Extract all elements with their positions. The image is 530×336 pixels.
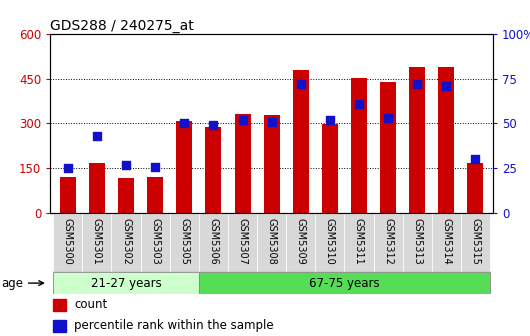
Text: GSM5302: GSM5302 — [121, 218, 131, 265]
Text: GSM5313: GSM5313 — [412, 218, 422, 265]
Text: age: age — [1, 277, 43, 290]
Bar — [53, 320, 66, 332]
Bar — [374, 213, 403, 272]
Bar — [53, 299, 66, 311]
Text: 21-27 years: 21-27 years — [91, 277, 162, 290]
Bar — [82, 213, 111, 272]
Bar — [257, 213, 286, 272]
Text: GSM5300: GSM5300 — [63, 218, 73, 265]
Text: GSM5307: GSM5307 — [237, 218, 248, 265]
Point — [384, 115, 392, 121]
Bar — [380, 82, 396, 213]
Point — [355, 101, 363, 107]
Bar — [118, 178, 134, 213]
Text: count: count — [74, 298, 108, 311]
Bar — [344, 213, 374, 272]
Point — [151, 164, 160, 169]
Point — [238, 117, 247, 123]
Bar — [461, 213, 490, 272]
Bar — [286, 213, 315, 272]
Text: GSM5303: GSM5303 — [150, 218, 160, 265]
Bar — [147, 177, 163, 213]
Point — [442, 83, 450, 88]
Bar — [263, 115, 280, 213]
Bar — [60, 177, 76, 213]
Bar — [322, 124, 338, 213]
Text: GSM5306: GSM5306 — [208, 218, 218, 265]
Bar — [199, 213, 228, 272]
Text: GSM5309: GSM5309 — [296, 218, 306, 265]
Bar — [111, 213, 140, 272]
Text: GSM5314: GSM5314 — [441, 218, 452, 265]
Bar — [293, 70, 309, 213]
Point — [93, 133, 101, 139]
Point — [180, 121, 189, 126]
Bar — [176, 121, 192, 213]
Bar — [403, 213, 432, 272]
Point — [325, 117, 334, 123]
Text: GSM5310: GSM5310 — [325, 218, 335, 265]
Point — [267, 119, 276, 124]
Point — [64, 166, 72, 171]
Bar — [234, 115, 251, 213]
Point — [122, 162, 130, 168]
Text: GSM5315: GSM5315 — [471, 218, 480, 265]
Bar — [53, 272, 199, 294]
Text: percentile rank within the sample: percentile rank within the sample — [74, 320, 274, 332]
Bar — [53, 213, 82, 272]
Bar — [206, 127, 222, 213]
Bar — [438, 67, 454, 213]
Text: GDS288 / 240275_at: GDS288 / 240275_at — [50, 18, 194, 33]
Text: 67-75 years: 67-75 years — [309, 277, 379, 290]
Text: GSM5312: GSM5312 — [383, 218, 393, 265]
Bar — [228, 213, 257, 272]
Point — [209, 123, 218, 128]
Point — [296, 81, 305, 87]
Text: GSM5311: GSM5311 — [354, 218, 364, 265]
Bar — [140, 213, 170, 272]
Bar — [170, 213, 199, 272]
Point — [413, 81, 421, 87]
Bar — [351, 78, 367, 213]
Bar — [89, 163, 105, 213]
Bar — [467, 163, 483, 213]
Text: GSM5305: GSM5305 — [179, 218, 189, 265]
Point — [471, 157, 480, 162]
Bar — [409, 67, 425, 213]
Bar — [432, 213, 461, 272]
Text: GSM5301: GSM5301 — [92, 218, 102, 265]
Bar — [199, 272, 490, 294]
Text: GSM5308: GSM5308 — [267, 218, 277, 265]
Bar — [315, 213, 344, 272]
